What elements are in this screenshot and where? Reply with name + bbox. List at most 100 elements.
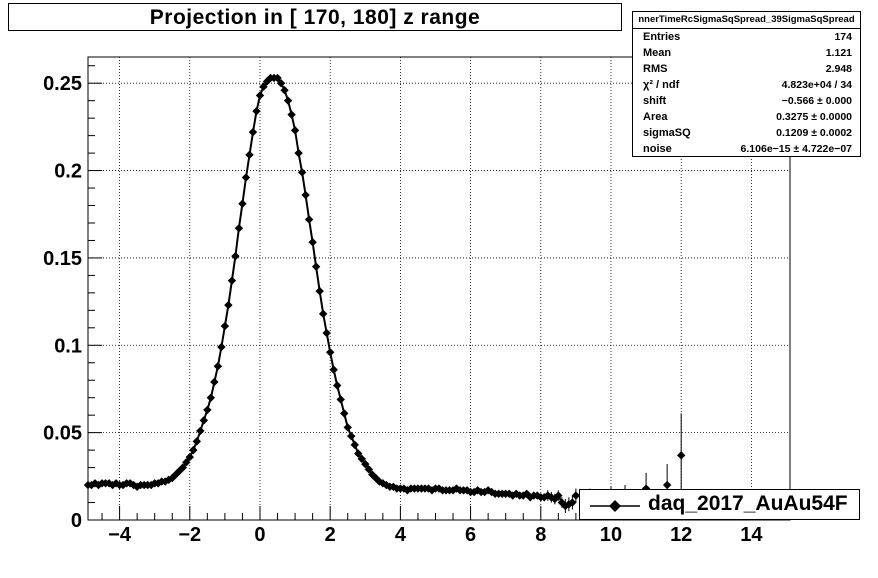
data-point: [325, 348, 335, 357]
stats-row-entries: Entries 174: [643, 31, 852, 43]
data-point: [273, 73, 282, 83]
y-tick-label: 0.25: [43, 73, 82, 95]
data-point: [361, 459, 370, 469]
data-point: [203, 405, 212, 415]
data-point: [547, 493, 556, 502]
data-point: [189, 445, 198, 455]
data-point: [217, 342, 226, 352]
data-point: [662, 480, 672, 490]
data-point: [357, 454, 366, 464]
data-point: [554, 491, 563, 500]
data-point: [94, 480, 103, 490]
data-point: [354, 449, 363, 458]
data-point: [252, 106, 261, 116]
y-tick-label: 0.1: [54, 335, 82, 357]
data-point: [512, 489, 521, 498]
legend-label: daq_2017_AuAu54F: [648, 492, 848, 515]
chart-title: Projection in [ 170, 180] z range: [8, 3, 622, 31]
y-tick-label: 0.05: [43, 423, 82, 445]
x-tick-label: 12: [670, 524, 692, 546]
data-point: [210, 377, 219, 387]
legend: daq_2017_AuAu54F: [579, 489, 860, 520]
data-point: [196, 426, 205, 436]
data-point: [543, 491, 553, 500]
legend-marker-icon: [590, 500, 640, 512]
data-point: [283, 96, 293, 105]
x-tick-label: 4: [395, 524, 407, 546]
x-tick-label: 14: [740, 524, 763, 546]
y-tick-label: 0.15: [43, 248, 82, 270]
data-point: [297, 168, 307, 177]
x-tick-label: 2: [325, 524, 336, 546]
grid-lines: [88, 57, 790, 520]
data-point: [350, 440, 359, 450]
x-tick-label: −2: [178, 524, 201, 546]
data-point: [676, 451, 686, 460]
data-point: [287, 110, 296, 119]
data-point: [213, 362, 223, 371]
data-point: [329, 365, 338, 374]
data-point: [231, 251, 240, 261]
data-point: [178, 463, 187, 472]
data-point: [557, 498, 567, 507]
data-point: [311, 262, 321, 271]
data-point: [301, 190, 310, 200]
data-point: [294, 148, 303, 158]
data-point: [540, 493, 549, 502]
x-tick-label: 8: [535, 524, 546, 546]
stats-row-shift: shift −0.566 ± 0.000: [643, 95, 852, 107]
data-point: [227, 276, 237, 285]
data-point: [192, 437, 202, 446]
data-point: [118, 480, 128, 490]
x-tick-label: 6: [465, 524, 476, 546]
x-tick-label: −4: [108, 524, 132, 546]
stats-row-noise: noise 6.106e−15 ± 4.722e−07: [643, 143, 852, 155]
data-point: [308, 238, 317, 247]
data-point: [340, 409, 349, 418]
y-tick-label: 0.2: [54, 161, 82, 183]
data-point: [241, 173, 251, 182]
data-point: [290, 126, 300, 135]
data-point: [224, 300, 233, 310]
data-point: [322, 328, 331, 338]
y-tick-labels: 0 0.05 0.1 0.15 0.2 0.25: [43, 73, 82, 532]
stats-row-area: Area 0.3275 ± 0.0000: [643, 111, 852, 123]
data-point: [550, 494, 560, 504]
stats-row-sigmasq: sigmaSQ 0.1209 ± 0.0002: [643, 127, 852, 139]
x-tick-label: 10: [600, 524, 622, 546]
data-point: [304, 215, 314, 224]
x-tick-labels: −4 −2 0 2 4 6 8 10 12 14: [108, 524, 763, 546]
data-point: [234, 224, 244, 233]
data-point: [206, 393, 216, 402]
data-point: [255, 91, 265, 100]
data-point: [245, 150, 254, 160]
stats-box: nnerTimeRcSigmaSqSpread_39SigmaSqSpread …: [632, 11, 861, 157]
data-point: [568, 498, 577, 507]
data-point: [185, 452, 194, 462]
data-point: [347, 431, 356, 441]
fit-curve: [88, 77, 570, 508]
stats-row-mean: Mean 1.121: [643, 47, 852, 59]
data-point: [336, 395, 345, 404]
data-point: [343, 423, 352, 432]
data-points: [83, 73, 686, 511]
data-point: [280, 85, 289, 95]
data-point: [248, 127, 258, 137]
data-point: [318, 309, 328, 319]
data-point: [220, 321, 230, 331]
stats-row-chi2: χ² / ndf 4.823e+04 / 34: [643, 79, 852, 91]
data-point: [571, 491, 581, 500]
data-point: [199, 416, 209, 425]
y-tick-label: 0: [71, 510, 82, 532]
data-point: [315, 286, 324, 296]
x-tick-label: 0: [254, 524, 265, 546]
data-point: [364, 465, 373, 474]
data-point: [333, 381, 342, 390]
stats-row-rms: RMS 2.948: [643, 63, 852, 75]
data-point: [182, 458, 191, 467]
plot-frame: [87, 56, 791, 521]
data-point: [259, 82, 268, 91]
stats-title: nnerTimeRcSigmaSqSpread_39SigmaSqSpread: [633, 12, 860, 29]
data-point: [276, 79, 286, 88]
